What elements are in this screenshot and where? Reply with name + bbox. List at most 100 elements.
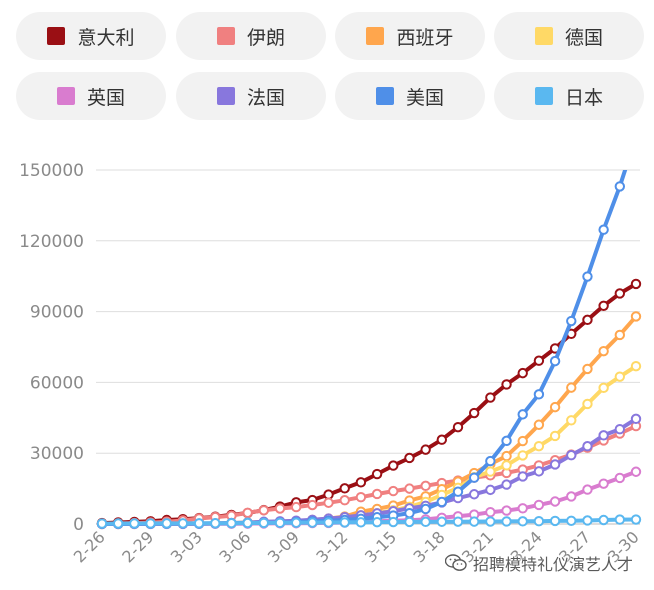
watermark: 招聘模特礼仪演艺人才 (444, 551, 633, 575)
data-point (468, 472, 480, 483)
data-point (420, 480, 431, 492)
data-point (501, 450, 512, 462)
data-point (614, 472, 626, 484)
data-point (630, 514, 642, 525)
data-point (614, 423, 626, 435)
data-point (501, 479, 512, 490)
data-point (485, 516, 496, 527)
data-point (242, 507, 253, 518)
legend: 意大利 伊朗 西班牙 德国英国 法国 美国 日本 (0, 0, 654, 130)
x-tick-label: 3-12 (312, 527, 351, 566)
legend-label: 美国 (405, 86, 444, 109)
data-point (355, 517, 367, 528)
data-point (274, 503, 286, 514)
data-point (614, 329, 626, 341)
data-point (517, 409, 528, 420)
data-point (404, 452, 415, 464)
legend-item[interactable]: 意大利 (16, 12, 166, 60)
legend-swatch (216, 87, 235, 105)
data-point (566, 315, 577, 327)
y-tick-label: 150000 (19, 161, 84, 181)
legend-label: 法国 (246, 86, 285, 109)
data-point (582, 363, 593, 375)
data-point (566, 450, 577, 461)
data-point (323, 517, 334, 528)
x-tick-label: 3-18 (410, 527, 449, 566)
data-point (501, 505, 512, 516)
y-tick-label: 0 (73, 515, 84, 535)
data-point (371, 488, 383, 500)
data-point (177, 518, 189, 529)
legend-item[interactable]: 伊朗 (176, 12, 326, 60)
data-point (436, 496, 448, 508)
data-point (582, 441, 593, 452)
data-point (339, 517, 350, 528)
series-line (100, 424, 638, 526)
legend-item[interactable]: 英国 (16, 72, 166, 120)
series-美国 (96, 170, 628, 530)
data-point (566, 515, 577, 526)
legend-swatch (534, 27, 553, 45)
data-point (533, 419, 545, 430)
data-point (485, 506, 496, 518)
legend-label: 英国 (86, 86, 125, 109)
data-point (501, 460, 512, 471)
data-point (598, 430, 609, 441)
data-point (452, 486, 464, 497)
legend-item[interactable]: 日本 (494, 72, 644, 120)
data-point (630, 311, 642, 322)
data-point (436, 434, 448, 445)
data-point (533, 355, 545, 366)
wechat-icon (444, 554, 467, 572)
data-point (307, 499, 318, 511)
data-point (501, 516, 512, 527)
legend-swatch (216, 27, 235, 45)
data-point (307, 517, 318, 528)
data-point (112, 518, 124, 529)
x-tick-label: 3-09 (264, 527, 303, 566)
x-tick-label: 3-06 (215, 527, 254, 566)
data-point (226, 517, 237, 529)
legend-label: 德国 (564, 26, 603, 49)
data-point (129, 518, 140, 529)
legend-item[interactable]: 西班牙 (335, 12, 485, 60)
data-point (549, 515, 561, 527)
data-point (501, 379, 512, 390)
data-point (517, 435, 528, 447)
legend-label: 西班牙 (396, 26, 454, 49)
data-point (339, 483, 350, 494)
data-point (533, 499, 545, 511)
data-point (517, 450, 528, 461)
legend-item[interactable]: 美国 (335, 72, 485, 120)
legend-item[interactable]: 法国 (176, 72, 326, 120)
data-point (517, 471, 528, 482)
x-tick-label: 3-03 (167, 527, 206, 566)
data-point (404, 507, 415, 519)
data-point (404, 516, 415, 528)
legend-label: 意大利 (77, 26, 135, 49)
legend-swatch (47, 27, 66, 45)
data-point (404, 483, 415, 494)
legend-item[interactable]: 德国 (494, 12, 644, 60)
data-point (549, 430, 561, 442)
data-point (452, 421, 464, 433)
data-point (258, 517, 270, 529)
data-point (355, 477, 367, 488)
series-line (100, 517, 638, 526)
data-point (371, 468, 383, 480)
data-point (533, 440, 545, 452)
data-point (468, 489, 480, 500)
data-point (630, 360, 642, 372)
data-point (193, 518, 205, 529)
data-point (274, 517, 286, 529)
data-point (501, 435, 512, 447)
x-tick-label: 3-15 (361, 527, 400, 566)
data-point (452, 516, 464, 527)
data-point (549, 355, 561, 367)
legend-label: 伊朗 (246, 26, 285, 49)
data-point (598, 224, 609, 235)
data-point (614, 288, 626, 299)
data-point (630, 413, 642, 425)
data-point (290, 501, 302, 513)
